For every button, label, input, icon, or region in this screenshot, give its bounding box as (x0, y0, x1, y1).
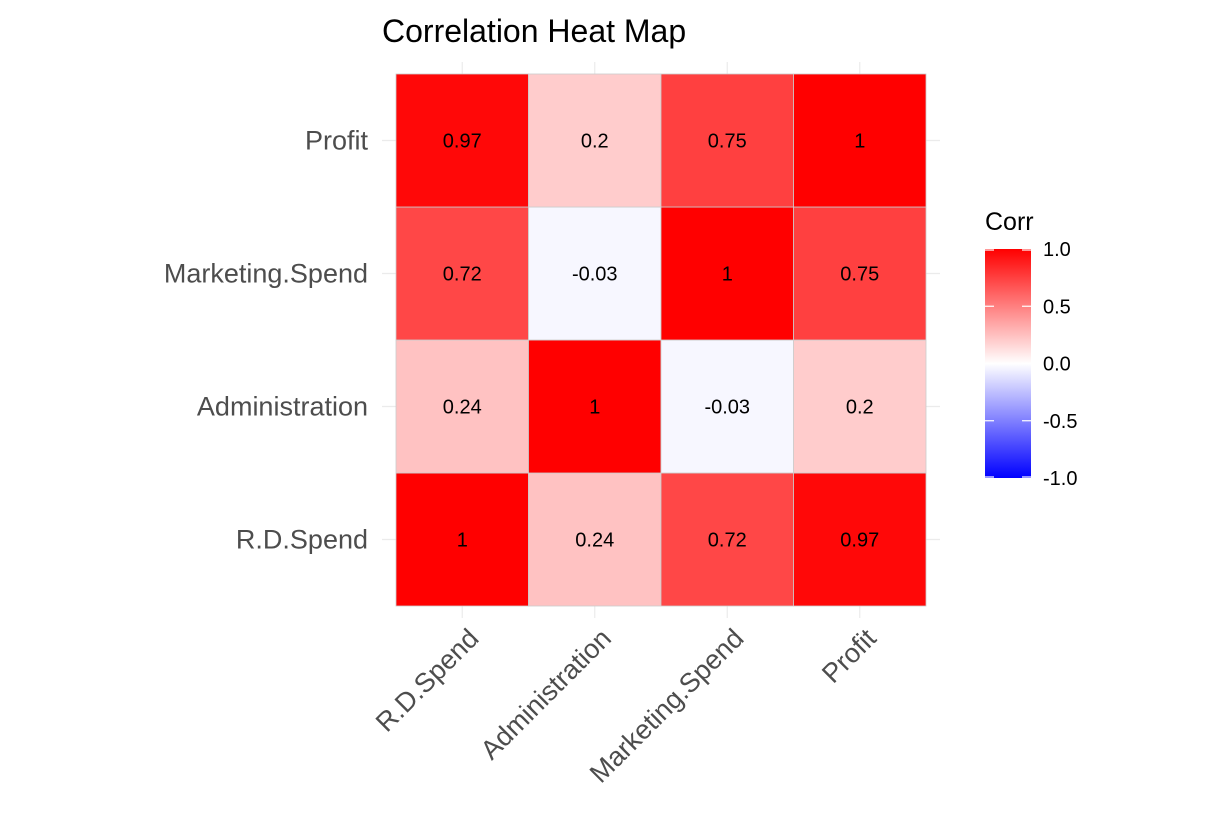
x-tick-label: R.D.Spend (370, 623, 485, 738)
legend-tick-label: -1.0 (1043, 468, 1077, 490)
heatmap-cell (793, 73, 927, 208)
heatmap-cell (660, 73, 794, 208)
cell-value-label: 0.72 (708, 530, 747, 552)
heatmap-cell (395, 206, 529, 341)
legend-tick-label: 0.0 (1043, 354, 1071, 376)
cell-value-label: 0.2 (846, 397, 874, 419)
y-tick-label: Profit (305, 126, 369, 156)
cell-value-label: 0.75 (708, 131, 747, 153)
heatmap-cell (660, 472, 794, 607)
cell-value-label: 1 (854, 131, 865, 153)
legend-ticks: 1.0 0.5 0.0 -0.5 -1.0 (985, 239, 1077, 490)
heatmap-cell (660, 206, 794, 341)
heatmap-cell (395, 472, 529, 607)
cell-value-label: 1 (722, 264, 733, 286)
cell-value-label: 0.24 (575, 530, 614, 552)
heatmap-cell (528, 472, 662, 607)
heatmap-cell-labels: 1 0.24 0.72 0.97 0.24 1 -0.03 0.2 0.72 -0.03 1 0.75… (443, 131, 879, 552)
cell-value-label: 0.72 (443, 264, 482, 286)
y-tick-label: Marketing.Spend (164, 259, 368, 289)
heatmap-cell (793, 472, 927, 607)
legend-tick-label: -0.5 (1043, 411, 1077, 433)
heatmap-cell (793, 206, 927, 341)
cell-value-label: 1 (457, 530, 468, 552)
legend-title: Corr (985, 208, 1034, 236)
cell-value-label: -0.03 (572, 264, 618, 286)
heatmap-cell (395, 73, 529, 208)
cell-value-label: 0.97 (443, 131, 482, 153)
heatmap-cells (395, 73, 927, 607)
cell-value-label: -0.03 (704, 397, 750, 419)
legend-tick-label: 1.0 (1043, 239, 1071, 261)
x-tick-label: Profit (816, 623, 882, 689)
heatmap-cell (528, 73, 662, 208)
chart-title: Correlation Heat Map (382, 13, 686, 49)
color-legend: Corr 1.0 0.5 0.0 -0.5 -1.0 (985, 208, 1077, 490)
cell-value-label: 0.2 (581, 131, 609, 153)
cell-value-label: 1 (589, 397, 600, 419)
heatmap-cell (528, 339, 662, 474)
cell-value-label: 0.24 (443, 397, 482, 419)
y-axis: R.D.Spend Administration Marketing.Spend Pr… (164, 126, 369, 555)
heatmap-cell (793, 339, 927, 474)
y-tick-label: Administration (197, 392, 368, 422)
legend-tick-label: 0.5 (1043, 296, 1071, 318)
y-tick-label: R.D.Spend (236, 525, 368, 555)
x-tick-label: Administration (475, 623, 617, 765)
cell-value-label: 0.97 (840, 530, 879, 552)
cell-value-label: 0.75 (840, 264, 879, 286)
